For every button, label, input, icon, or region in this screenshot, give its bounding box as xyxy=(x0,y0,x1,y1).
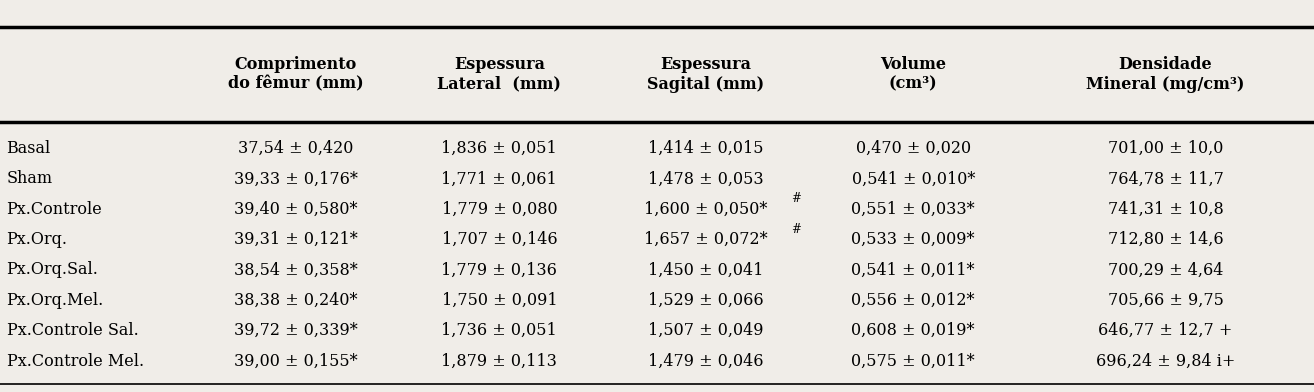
Text: 712,80 ± 14,6: 712,80 ± 14,6 xyxy=(1108,231,1223,248)
Text: Espessura
Lateral  (mm): Espessura Lateral (mm) xyxy=(438,56,561,93)
Text: 1,479 ± 0,046: 1,479 ± 0,046 xyxy=(648,353,763,370)
Text: Comprimento
do fêmur (mm): Comprimento do fêmur (mm) xyxy=(227,56,364,93)
Text: Basal: Basal xyxy=(7,140,51,157)
Text: Px.Controle Mel.: Px.Controle Mel. xyxy=(7,353,143,370)
Text: 1,707 ± 0,146: 1,707 ± 0,146 xyxy=(442,231,557,248)
Text: 38,54 ± 0,358*: 38,54 ± 0,358* xyxy=(234,261,357,278)
Text: 1,779 ± 0,080: 1,779 ± 0,080 xyxy=(442,201,557,218)
Text: 1,879 ± 0,113: 1,879 ± 0,113 xyxy=(442,353,557,370)
Text: 646,77 ± 12,7 +: 646,77 ± 12,7 + xyxy=(1099,322,1233,339)
Text: 741,31 ± 10,8: 741,31 ± 10,8 xyxy=(1108,201,1223,218)
Text: 1,450 ± 0,041: 1,450 ± 0,041 xyxy=(648,261,763,278)
Text: 0,608 ± 0,019*: 0,608 ± 0,019* xyxy=(851,322,975,339)
Text: 764,78 ± 11,7: 764,78 ± 11,7 xyxy=(1108,171,1223,187)
Text: 696,24 ± 9,84 i+: 696,24 ± 9,84 i+ xyxy=(1096,353,1235,370)
Text: #: # xyxy=(791,223,802,236)
Text: Px.Orq.Mel.: Px.Orq.Mel. xyxy=(7,292,104,309)
Text: 1,836 ± 0,051: 1,836 ± 0,051 xyxy=(442,140,557,157)
Text: 0,470 ± 0,020: 0,470 ± 0,020 xyxy=(855,140,971,157)
Text: Volume
(cm³): Volume (cm³) xyxy=(880,56,946,93)
Text: Sham: Sham xyxy=(7,171,53,187)
Text: 1,507 ± 0,049: 1,507 ± 0,049 xyxy=(648,322,763,339)
Text: 705,66 ± 9,75: 705,66 ± 9,75 xyxy=(1108,292,1223,309)
Text: 39,00 ± 0,155*: 39,00 ± 0,155* xyxy=(234,353,357,370)
Text: 39,40 ± 0,580*: 39,40 ± 0,580* xyxy=(234,201,357,218)
Text: 700,29 ± 4,64: 700,29 ± 4,64 xyxy=(1108,261,1223,278)
Text: #: # xyxy=(791,192,802,205)
Text: 1,529 ± 0,066: 1,529 ± 0,066 xyxy=(648,292,763,309)
Text: 39,72 ± 0,339*: 39,72 ± 0,339* xyxy=(234,322,357,339)
Text: 39,33 ± 0,176*: 39,33 ± 0,176* xyxy=(234,171,357,187)
Text: Espessura
Sagital (mm): Espessura Sagital (mm) xyxy=(646,56,765,93)
Text: 37,54 ± 0,420: 37,54 ± 0,420 xyxy=(238,140,353,157)
Text: Px.Orq.: Px.Orq. xyxy=(7,231,67,248)
Text: 1,771 ± 0,061: 1,771 ± 0,061 xyxy=(442,171,557,187)
Text: 39,31 ± 0,121*: 39,31 ± 0,121* xyxy=(234,231,357,248)
Text: 1,750 ± 0,091: 1,750 ± 0,091 xyxy=(442,292,557,309)
Text: 0,533 ± 0,009*: 0,533 ± 0,009* xyxy=(851,231,975,248)
Text: Px.Orq.Sal.: Px.Orq.Sal. xyxy=(7,261,99,278)
Text: 0,541 ± 0,010*: 0,541 ± 0,010* xyxy=(851,171,975,187)
Text: 1,600 ± 0,050*: 1,600 ± 0,050* xyxy=(644,201,767,218)
Text: 0,551 ± 0,033*: 0,551 ± 0,033* xyxy=(851,201,975,218)
Text: 701,00 ± 10,0: 701,00 ± 10,0 xyxy=(1108,140,1223,157)
Text: 1,478 ± 0,053: 1,478 ± 0,053 xyxy=(648,171,763,187)
Text: Px.Controle Sal.: Px.Controle Sal. xyxy=(7,322,138,339)
Text: 0,541 ± 0,011*: 0,541 ± 0,011* xyxy=(851,261,975,278)
Text: 38,38 ± 0,240*: 38,38 ± 0,240* xyxy=(234,292,357,309)
Text: 1,414 ± 0,015: 1,414 ± 0,015 xyxy=(648,140,763,157)
Text: 1,779 ± 0,136: 1,779 ± 0,136 xyxy=(442,261,557,278)
Text: 1,657 ± 0,072*: 1,657 ± 0,072* xyxy=(644,231,767,248)
Text: 0,556 ± 0,012*: 0,556 ± 0,012* xyxy=(851,292,975,309)
Text: Px.Controle: Px.Controle xyxy=(7,201,102,218)
Text: Densidade
Mineral (mg/cm³): Densidade Mineral (mg/cm³) xyxy=(1087,56,1244,93)
Text: 0,575 ± 0,011*: 0,575 ± 0,011* xyxy=(851,353,975,370)
Text: 1,736 ± 0,051: 1,736 ± 0,051 xyxy=(442,322,557,339)
